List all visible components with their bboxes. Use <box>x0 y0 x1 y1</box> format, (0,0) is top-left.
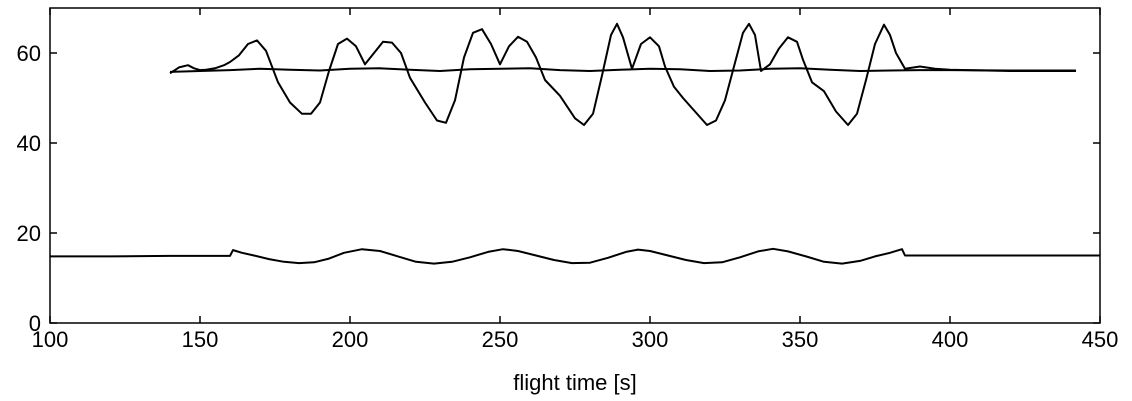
plot-background <box>50 8 1100 323</box>
x-tick-label-150: 150 <box>182 327 219 352</box>
series-line-2 <box>169 67 1076 73</box>
x-axis-title: flight time [s] <box>513 370 636 395</box>
x-ticks: 100 150 200 250 300 350 400 450 <box>32 8 1119 352</box>
x-tick-label-450: 450 <box>1082 327 1119 352</box>
plot-frame <box>49 7 1101 324</box>
x-tick-label-400: 400 <box>932 327 969 352</box>
x-tick-label-300: 300 <box>632 327 669 352</box>
y-tick-label-40: 40 <box>17 131 41 156</box>
y-ticks: 0 20 40 60 <box>17 41 1100 336</box>
series-line-1 <box>169 22 1076 126</box>
x-tick-label-200: 200 <box>332 327 369 352</box>
y-tick-label-0: 0 <box>29 311 41 336</box>
y-tick-label-20: 20 <box>17 221 41 246</box>
x-tick-label-250: 250 <box>482 327 519 352</box>
series-lines <box>50 22 1100 265</box>
y-tick-label-60: 60 <box>17 41 41 66</box>
x-tick-label-100: 100 <box>32 327 69 352</box>
series-line-3 <box>50 247 1100 265</box>
x-tick-label-350: 350 <box>782 327 819 352</box>
